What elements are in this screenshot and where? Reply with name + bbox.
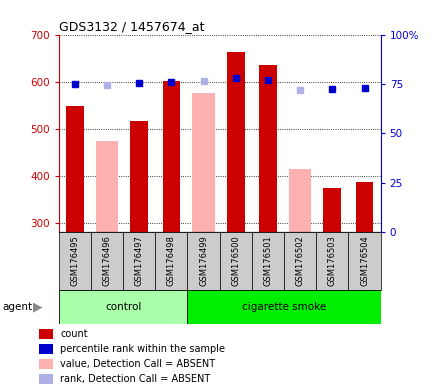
- Text: GSM176501: GSM176501: [263, 235, 272, 286]
- Bar: [130, 121, 148, 232]
- Bar: [219, 232, 251, 290]
- Text: cigarette smoke: cigarette smoke: [241, 302, 326, 312]
- Bar: [155, 232, 187, 290]
- Text: ▶: ▶: [33, 301, 43, 314]
- Bar: [323, 188, 340, 232]
- Text: GSM176499: GSM176499: [199, 235, 207, 286]
- Bar: [39, 344, 53, 354]
- Text: agent: agent: [2, 302, 32, 312]
- Bar: [162, 81, 180, 232]
- Bar: [288, 169, 311, 232]
- Bar: [316, 232, 348, 290]
- Text: GSM176504: GSM176504: [359, 235, 368, 286]
- Bar: [355, 182, 372, 232]
- Text: GSM176497: GSM176497: [135, 235, 143, 286]
- Text: value, Detection Call = ABSENT: value, Detection Call = ABSENT: [60, 359, 215, 369]
- Bar: [39, 329, 53, 339]
- Text: GDS3132 / 1457674_at: GDS3132 / 1457674_at: [59, 20, 204, 33]
- Text: count: count: [60, 329, 88, 339]
- Text: GSM176495: GSM176495: [70, 235, 79, 286]
- Bar: [39, 374, 53, 384]
- Text: GSM176498: GSM176498: [167, 235, 175, 286]
- Bar: [192, 93, 214, 232]
- Text: rank, Detection Call = ABSENT: rank, Detection Call = ABSENT: [60, 374, 210, 384]
- Text: GSM176502: GSM176502: [295, 235, 304, 286]
- Bar: [66, 106, 83, 232]
- Text: control: control: [105, 302, 141, 312]
- Text: percentile rank within the sample: percentile rank within the sample: [60, 344, 225, 354]
- Bar: [283, 232, 316, 290]
- Text: GSM176496: GSM176496: [102, 235, 111, 286]
- Bar: [187, 232, 219, 290]
- Bar: [251, 232, 283, 290]
- Bar: [59, 290, 187, 324]
- Bar: [259, 65, 276, 232]
- Bar: [187, 290, 380, 324]
- Text: GSM176503: GSM176503: [327, 235, 336, 286]
- Bar: [123, 232, 155, 290]
- Bar: [39, 359, 53, 369]
- Bar: [59, 232, 91, 290]
- Bar: [227, 53, 244, 232]
- Bar: [95, 141, 118, 232]
- Bar: [91, 232, 123, 290]
- Text: GSM176500: GSM176500: [231, 235, 240, 286]
- Bar: [348, 232, 380, 290]
